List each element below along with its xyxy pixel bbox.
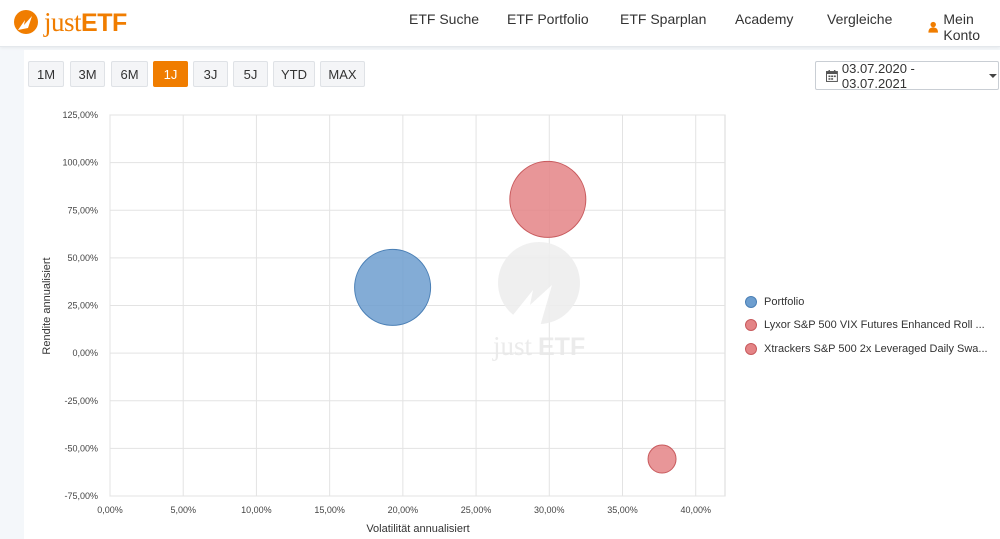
bubble-point-1[interactable]	[509, 160, 587, 238]
svg-text:ETF: ETF	[538, 333, 585, 361]
legend-label-portfolio: Portfolio	[764, 296, 805, 308]
period-button-3j[interactable]: 3J	[193, 61, 228, 87]
user-icon	[928, 21, 938, 33]
period-button-6m[interactable]: 6M	[111, 61, 148, 87]
legend-marker-lyxor	[745, 319, 757, 331]
x-tick-label: 15,00%	[314, 505, 345, 515]
y-tick-label: 75,00%	[67, 205, 98, 215]
nav-etf-portfolio[interactable]: ETF Portfolio	[507, 11, 589, 27]
nav-mein-konto[interactable]: Mein Konto	[928, 11, 1000, 43]
legend-label-xtrackers: Xtrackers S&P 500 2x Leveraged Daily Swa…	[764, 343, 988, 355]
legend-marker-portfolio	[745, 296, 757, 308]
x-tick-label: 20,00%	[388, 505, 419, 515]
caret-down-icon	[989, 73, 998, 78]
legend-item-lyxor[interactable]: Lyxor S&P 500 VIX Futures Enhanced Roll …	[745, 319, 985, 331]
nav-mein-konto-label: Mein Konto	[943, 11, 980, 43]
date-range-label: 03.07.2020 - 03.07.2021	[841, 60, 915, 91]
x-tick-label: 40,00%	[680, 505, 711, 515]
x-axis-title: Volatilität annualisiert	[366, 523, 469, 535]
date-range-picker[interactable]: 03.07.2020 - 03.07.2021	[815, 60, 999, 91]
y-tick-label: 50,00%	[67, 253, 98, 263]
x-tick-label: 10,00%	[241, 505, 272, 515]
nav-academy[interactable]: Academy	[735, 11, 794, 27]
legend-item-xtrackers[interactable]: Xtrackers S&P 500 2x Leveraged Daily Swa…	[745, 343, 988, 355]
top-navigation-bar: justETF ETF Suche ETF Portfolio ETF Spar…	[0, 0, 1000, 47]
x-tick-label: 5,00%	[170, 505, 196, 515]
calendar-icon	[826, 69, 838, 82]
x-tick-label: 25,00%	[461, 505, 492, 515]
logo-text: justETF	[44, 7, 127, 38]
svg-text:just: just	[492, 331, 533, 361]
period-button-5j[interactable]: 5J	[233, 61, 268, 87]
period-button-1m[interactable]: 1M	[28, 61, 64, 87]
legend-item-portfolio[interactable]: Portfolio	[745, 296, 804, 308]
nav-etf-sparplan[interactable]: ETF Sparplan	[620, 11, 707, 27]
bubble-point-2[interactable]	[647, 444, 677, 474]
period-button-1j[interactable]: 1J	[153, 61, 188, 87]
nav-etf-suche[interactable]: ETF Suche	[409, 11, 480, 27]
axis-tick-labels: 0,00% 5,00% 10,00% 15,00% 20,00% 25,00% 30,00%…	[62, 110, 711, 515]
y-tick-label: 100,00%	[62, 158, 98, 168]
bubble-layer	[354, 160, 677, 474]
period-button-max[interactable]: MAX	[320, 61, 365, 87]
y-tick-label: -25,00%	[64, 396, 98, 406]
x-tick-label: 0,00%	[97, 505, 123, 515]
logo-icon	[14, 10, 38, 34]
legend-label-lyxor: Lyxor S&P 500 VIX Futures Enhanced Roll …	[764, 319, 985, 331]
y-tick-label: 125,00%	[62, 110, 98, 120]
period-button-3m[interactable]: 3M	[70, 61, 105, 87]
watermark-logo: just ETF	[492, 242, 585, 361]
chart-grid	[109, 114, 726, 497]
logo-text-bold: ETF	[81, 8, 127, 37]
x-tick-label: 35,00%	[607, 505, 638, 515]
justetf-logo[interactable]: justETF	[12, 4, 127, 40]
period-button-ytd[interactable]: YTD	[273, 61, 315, 87]
y-tick-label: -75,00%	[64, 491, 98, 501]
y-tick-label: -50,00%	[64, 443, 98, 453]
logo-text-light: just	[44, 6, 82, 37]
y-axis-title: Rendite annualisiert	[41, 257, 53, 354]
y-tick-label: 0,00%	[72, 348, 98, 358]
y-tick-label: 25,00%	[67, 301, 98, 311]
nav-vergleiche[interactable]: Vergleiche	[827, 11, 893, 27]
bubble-point-0[interactable]	[354, 248, 432, 326]
x-tick-label: 30,00%	[534, 505, 565, 515]
legend-marker-xtrackers	[745, 343, 757, 355]
